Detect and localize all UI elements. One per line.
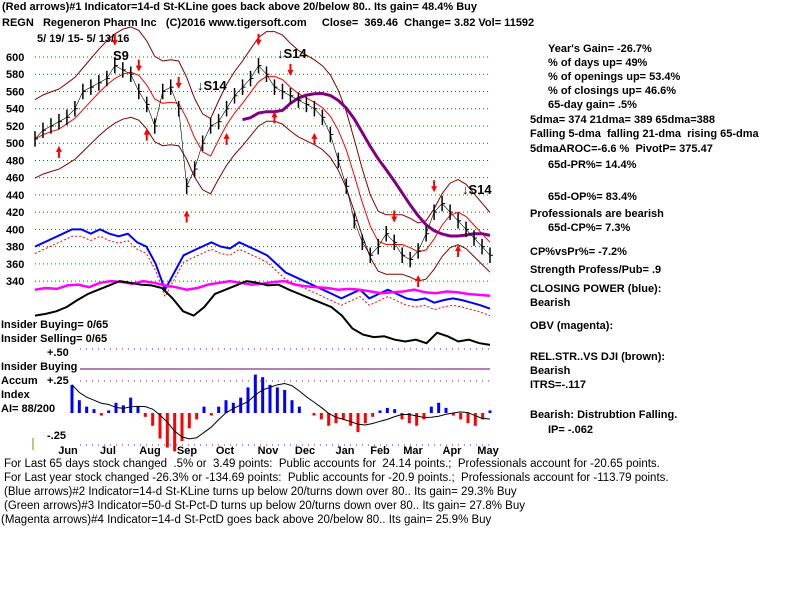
red-up-arrow [415, 275, 422, 288]
rel-str-status: Bearish [530, 365, 571, 377]
insider-buying-label: Insider Buying [1, 361, 78, 373]
aroc: 5dmaAROC=-6.6 % PivotP= 375.47 [530, 143, 713, 155]
y-tick-label: 600 [6, 52, 24, 64]
red-up-arrow [271, 111, 278, 124]
red-up-arrow [183, 210, 190, 223]
rel-str-label: REL.STR..VS DJI (brown): [530, 351, 666, 363]
y-tick-label: 440 [6, 190, 24, 202]
pr-65: 65d-PR%= 14.4% [548, 159, 637, 171]
red-up-arrow [455, 244, 462, 257]
red-down-arrow [135, 59, 142, 72]
rel-str-line [34, 280, 491, 346]
footer-line: (Green arrows)#3 Indicator=50-d St-Pct-D… [4, 500, 525, 512]
indicator-line: (Red arrows)#1 Indicator=14-d St-KLine g… [2, 1, 477, 13]
red-down-arrow [431, 180, 438, 193]
y-tick-label: 580 [6, 69, 24, 81]
footer-line: For Last year stock changed -26.3% or -1… [4, 472, 669, 484]
ai-plus-25: +.25 [47, 375, 69, 387]
footer-line: (Magenta arrows)#4 Indicator=14-d St-Pct… [1, 514, 492, 526]
y-tick-label: 540 [6, 104, 24, 116]
y-tick-label: 520 [6, 121, 24, 133]
gain-65: 65-day gain= .5% [548, 99, 637, 111]
professionals-status: Professionals are bearish [530, 208, 664, 220]
openings-up: % of openings up= 53.4% [548, 71, 681, 83]
dma-values: 5dma= 374 21dma= 389 65dma=388 [530, 114, 715, 126]
red-down-arrow [175, 76, 182, 89]
footer-line: For Last 65 days stock changed .5% or 3.… [4, 458, 660, 470]
y-tick-label: 380 [6, 242, 24, 254]
closing-power-status: Bearish [530, 297, 571, 309]
red-down-arrow [391, 210, 398, 223]
s14-annotation: ↓S14 [462, 182, 492, 197]
insider-buying-count: Insider Buying= 0/65 [1, 319, 109, 331]
s14-annotation: ↓S14 [197, 78, 227, 93]
month-label: Aug [139, 445, 160, 457]
month-label: Mar [403, 445, 423, 457]
lower-band [34, 116, 491, 282]
y-tick-label: 420 [6, 207, 24, 219]
op-65: 65d-OP%= 83.4% [548, 191, 637, 203]
ma21-line [34, 71, 491, 253]
insider-selling-count: Insider Selling= 0/65 [1, 333, 108, 345]
distribution-status: Bearish: Distrubtion Falling. [530, 409, 678, 421]
footer-line: (Blue arrows)#2 Indicator=14-d St-KLine … [4, 486, 517, 498]
y-tick-label: 340 [6, 276, 24, 288]
red-up-arrow [223, 132, 230, 145]
ticker-line: REGN Regeneron Pharm Inc (C)2016 www.tig… [2, 17, 535, 29]
cp-65: 65d-CP%= 7.3% [548, 222, 631, 234]
s14-annotation: ↓S14 [277, 46, 307, 61]
days-up: % of days up= 49% [548, 57, 648, 69]
upper-band [34, 26, 491, 224]
month-label: Sep [177, 445, 197, 457]
ma65-line [242, 91, 491, 238]
month-label: Nov [258, 445, 280, 457]
y-tick-label: 500 [6, 138, 24, 150]
accum-label: Accum [1, 375, 38, 387]
month-label: Jan [336, 445, 355, 457]
red-down-arrow [287, 63, 294, 76]
month-label: Apr [443, 445, 463, 457]
month-label: May [477, 445, 499, 457]
s9-annotation: S9 [113, 48, 129, 63]
closings-up: % of closings up= 46.6% [548, 85, 677, 97]
red-down-arrow [111, 33, 118, 46]
ai-ma-line [71, 383, 491, 440]
red-up-arrow [55, 145, 62, 158]
closing-power-ma-line [34, 235, 491, 317]
month-label: Jul [100, 445, 116, 457]
itrs: ITRS=-.117 [530, 379, 586, 391]
y-tick-label: 560 [6, 86, 24, 98]
years-gain: Year's Gain= -26.7% [548, 43, 652, 55]
month-label: Feb [370, 445, 390, 457]
closing-power-line [34, 228, 491, 310]
ai-value: AI= 88/200 [1, 403, 56, 415]
red-down-arrow [255, 33, 262, 46]
cp-vs-pr: CP%vsPr%= -7.2% [530, 246, 627, 258]
date-range: 5/ 19/ 15- 5/ 13/ 16 [37, 33, 130, 45]
strength: Strength Profess/Pub= .9 [530, 264, 662, 276]
y-tick-label: 400 [6, 224, 24, 236]
price-line [34, 65, 491, 260]
red-up-arrow [311, 132, 318, 145]
ai-minus-25: -.25 [47, 430, 66, 442]
red-up-arrow [143, 128, 150, 141]
y-tick-label: 480 [6, 155, 24, 167]
dma-trend: Falling 5-dma falling 21-dma rising 65-d… [530, 128, 759, 140]
ai-plus-50: +.50 [47, 347, 69, 359]
obv-label: OBV (magenta): [530, 320, 614, 332]
month-label: Jun [58, 445, 78, 457]
month-label: Oct [216, 445, 235, 457]
y-tick-label: 460 [6, 173, 24, 185]
closing-power-label: CLOSING POWER (blue): [530, 283, 662, 295]
y-tick-label: 360 [6, 259, 24, 271]
ip-value: IP= -.062 [548, 424, 593, 436]
month-label: Dec [295, 445, 315, 457]
index-label: Index [1, 389, 30, 401]
